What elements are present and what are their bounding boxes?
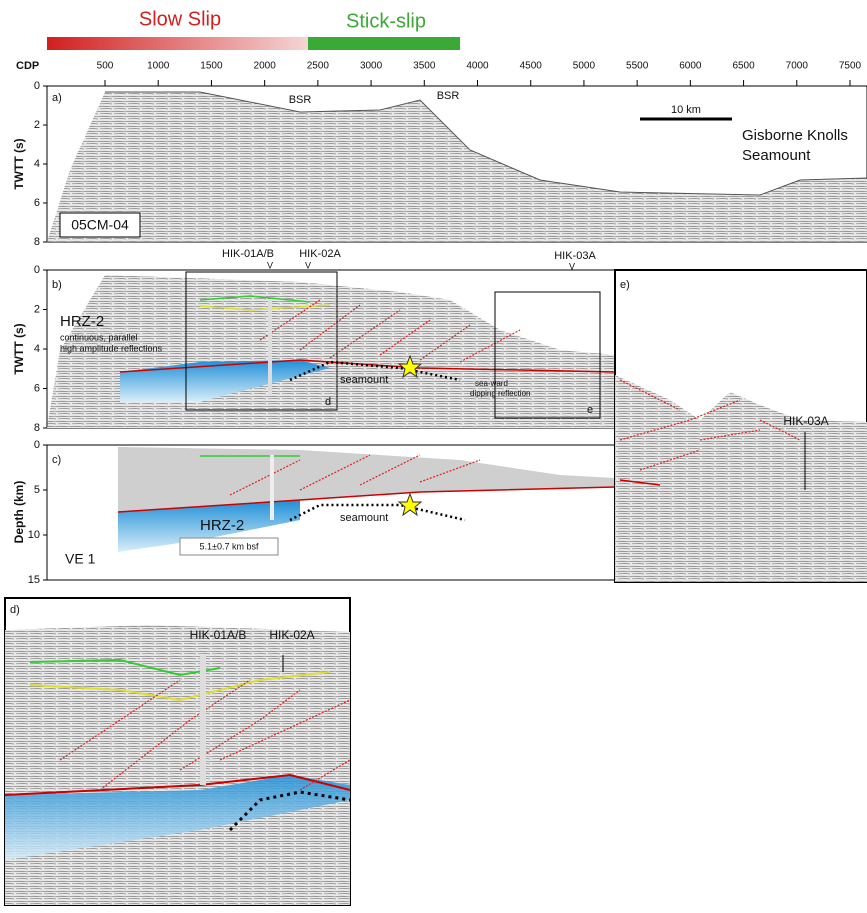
cdp-tick-label: 1500 (200, 61, 223, 72)
cdp-tick-label: 1000 (147, 61, 170, 72)
seamount-label: seamount (340, 512, 388, 524)
cdp-tick-label: 5500 (626, 61, 649, 72)
y-tick-label: 4 (34, 343, 40, 355)
dip-note: sea-ward (475, 379, 508, 388)
y-tick-label: 8 (34, 422, 40, 434)
scale-label: 10 km (671, 104, 701, 116)
panel-label: c) (52, 454, 61, 466)
ve-label: VE 1 (65, 551, 96, 567)
hrz-note: continuous, parallel (60, 332, 138, 342)
y-tick-label: 8 (34, 236, 40, 248)
site-marker: V (267, 260, 273, 270)
cdp-tick-label: 6000 (679, 61, 702, 72)
y-tick-label: 10 (28, 529, 40, 541)
y-tick-label: 0 (34, 439, 40, 451)
slow-slip-bar (47, 37, 308, 50)
cdp-tick-label: 500 (97, 61, 114, 72)
place-label: Gisborne Knolls (742, 127, 848, 144)
cdp-tick-label: 4500 (520, 61, 543, 72)
line-id: 05CM-04 (71, 217, 129, 233)
hrz-label: HRZ-2 (60, 313, 104, 330)
stick-slip-bar (308, 37, 460, 50)
cdp-tick-label: 5000 (573, 61, 596, 72)
site-label: HIK-03A (554, 250, 596, 262)
stick-slip-label: Stick-slip (346, 10, 426, 32)
cdp-tick-label: 6500 (732, 61, 755, 72)
y-tick-label: 0 (34, 264, 40, 276)
cdp-tick-label: 2000 (254, 61, 277, 72)
panel-a: a) BSR BSR 10 km Gisborne Knolls Seamoun… (46, 85, 867, 243)
cdp-tick-label: 3000 (360, 61, 383, 72)
panel-c: c) HRZ-2 5.1±0.7 km bsf seamount VE 1 (46, 444, 616, 581)
site-marker: V (569, 261, 575, 271)
site-label: HIK-03A (783, 414, 828, 428)
cdp-tick-label: 2500 (307, 61, 330, 72)
y-tick-label: 2 (34, 303, 40, 315)
y-tick-label: 6 (34, 382, 40, 394)
panel-label: d) (10, 604, 20, 616)
hrz-note: high amplitude reflections (60, 343, 163, 353)
site-label: HIK-01A/B (190, 628, 247, 642)
cdp-tick-label: 7500 (839, 61, 862, 72)
y-tick-label: 6 (34, 197, 40, 209)
cdp-tick-label: 3500 (413, 61, 436, 72)
y-axis-title: TWTT (s) (12, 138, 26, 189)
y-axis-title: TWTT (s) (12, 323, 26, 374)
bsr-label: BSR (289, 94, 312, 106)
panel-label: e) (620, 279, 630, 291)
bsr-label: BSR (437, 90, 460, 102)
seamount-label: seamount (340, 374, 388, 386)
y-tick-label: 0 (34, 80, 40, 92)
y-tick-label: 5 (34, 484, 40, 496)
cdp-tick-label: 7000 (786, 61, 809, 72)
y-axis-title: Depth (km) (12, 481, 26, 544)
site-label: HIK-01A/B (222, 248, 274, 260)
y-tick-label: 4 (34, 158, 40, 170)
cdp-label: CDP (16, 60, 39, 72)
panel-d: d) HIK-01A/B HIK-02A (4, 597, 351, 906)
dip-note: dipping reflection (470, 389, 530, 398)
y-tick-label: 15 (28, 574, 40, 586)
place-label: Seamount (742, 147, 811, 164)
site-label: HIK-02A (269, 628, 314, 642)
cdp-tick-label: 4000 (466, 61, 489, 72)
panel-label: b) (52, 279, 62, 291)
panel-label: a) (52, 92, 62, 104)
y-tick-label: 2 (34, 119, 40, 131)
panel-e: e) HIK-03A (614, 269, 867, 583)
panel-b: b) HRZ-2 continuous, parallel high ampli… (46, 248, 616, 429)
depth-label: 5.1±0.7 km bsf (200, 541, 259, 551)
site-label: HIK-02A (299, 248, 341, 260)
slow-slip-label: Slow Slip (139, 8, 221, 30)
box-label: d (325, 396, 331, 408)
box-label: e (587, 404, 593, 416)
hrz-label: HRZ-2 (200, 517, 244, 534)
site-marker: V (305, 260, 311, 270)
cdp-axis: 500 1000 1500 2000 2500 3000 3500 4000 4500 5000 5… (97, 61, 862, 86)
